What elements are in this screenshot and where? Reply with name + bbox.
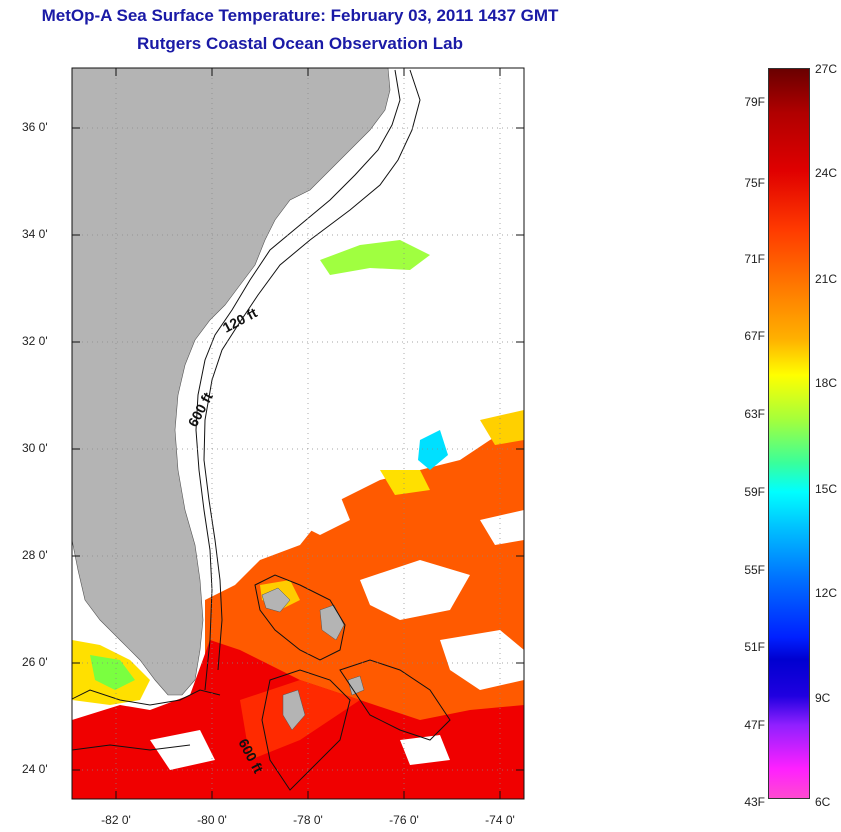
lon-label-78: -78 0' (293, 813, 323, 827)
land-mass (72, 68, 391, 696)
lat-label-24: 24 0' (22, 762, 48, 776)
lat-label-26: 26 0' (22, 655, 48, 669)
map-title: MetOp-A Sea Surface Temperature: Februar… (41, 6, 559, 25)
colorbar-f-79: 79F (744, 95, 765, 109)
colorbar-c-21: 21C (815, 272, 838, 286)
lat-label-30: 30 0' (22, 441, 48, 455)
map-subtitle: Rutgers Coastal Ocean Observation Lab (137, 34, 463, 53)
colorbar-c-9: 9C (815, 691, 831, 705)
colorbar-f-59: 59F (744, 485, 765, 499)
colorbar-c-15: 15C (815, 482, 838, 496)
lat-label-34: 34 0' (22, 227, 48, 241)
colorbar-f-51: 51F (744, 640, 765, 654)
colorbar-c-18: 18C (815, 376, 838, 390)
colorbar-c-12: 12C (815, 586, 838, 600)
lat-label-28: 28 0' (22, 548, 48, 562)
colorbar-c-6: 6C (815, 795, 831, 809)
lon-label-80: -80 0' (197, 813, 227, 827)
colorbar-f-47: 47F (744, 718, 765, 732)
lat-label-32: 32 0' (22, 334, 48, 348)
map-frame (71, 67, 525, 800)
colorbar-f-71: 71F (744, 252, 765, 266)
colorbar-c-27: 27C (815, 62, 838, 76)
temperature-colorbar (768, 68, 810, 799)
lon-label-74: -74 0' (485, 813, 515, 827)
colorbar-c-24: 24C (815, 166, 838, 180)
colorbar-f-67: 67F (744, 329, 765, 343)
colorbar-f-75: 75F (744, 176, 765, 190)
colorbar-f-63: 63F (744, 407, 765, 421)
lat-label-36: 36 0' (22, 120, 48, 134)
lon-label-76: -76 0' (389, 813, 419, 827)
colorbar-f-43: 43F (744, 795, 765, 809)
lon-label-82: -82 0' (101, 813, 131, 827)
colorbar-f-55: 55F (744, 563, 765, 577)
